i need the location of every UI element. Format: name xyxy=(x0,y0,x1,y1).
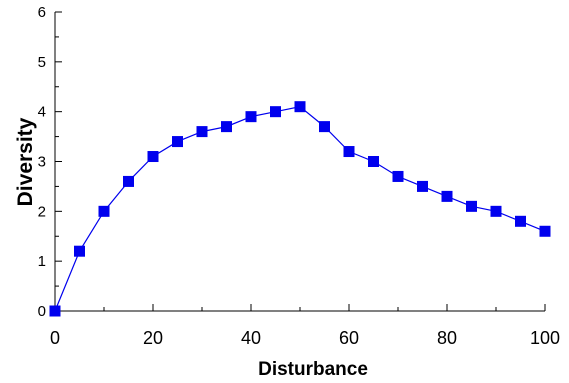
x-tick-label: 20 xyxy=(143,328,163,348)
x-ticks: 0 20 40 60 80 100 xyxy=(50,304,560,348)
x-tick-label: 80 xyxy=(437,328,457,348)
series-layer xyxy=(49,101,551,317)
data-point-marker xyxy=(245,111,257,123)
data-point-marker xyxy=(294,101,306,113)
data-point-marker xyxy=(343,146,355,158)
x-tick-label: 40 xyxy=(241,328,261,348)
data-point-marker xyxy=(172,136,183,148)
y-tick-label: 4 xyxy=(38,104,46,121)
y-tick-label: 6 xyxy=(38,4,46,21)
axes xyxy=(54,12,545,312)
data-point-marker xyxy=(539,225,551,237)
y-tick-label: 1 xyxy=(38,253,46,270)
y-tick-label: 3 xyxy=(38,154,46,171)
data-point-marker xyxy=(123,175,134,187)
x-tick-label: 100 xyxy=(530,328,560,348)
data-point-marker xyxy=(147,151,159,163)
data-point-marker xyxy=(221,121,232,133)
x-tick-label: 0 xyxy=(50,328,60,348)
data-point-marker xyxy=(368,156,379,167)
data-point-marker xyxy=(270,106,281,118)
data-point-marker xyxy=(490,205,502,217)
y-tick-label: 5 xyxy=(38,54,46,71)
y-axis-label: Diversity xyxy=(14,117,37,206)
data-point-marker xyxy=(441,190,453,202)
y-tick-label: 0 xyxy=(38,303,46,320)
data-point-marker xyxy=(417,180,428,192)
x-axis-label: Disturbance xyxy=(258,359,368,380)
data-point-marker xyxy=(319,121,330,133)
data-point-marker xyxy=(515,215,526,227)
data-point-marker xyxy=(98,205,110,217)
data-point-marker xyxy=(74,245,85,257)
x-tick-label: 60 xyxy=(339,328,359,348)
data-point-marker xyxy=(466,200,477,212)
data-point-marker xyxy=(196,126,208,138)
data-point-marker xyxy=(49,305,61,317)
y-ticks: 0 1 2 3 4 5 6 xyxy=(38,4,62,320)
y-tick-label: 2 xyxy=(38,203,46,220)
data-point-marker xyxy=(392,170,404,182)
